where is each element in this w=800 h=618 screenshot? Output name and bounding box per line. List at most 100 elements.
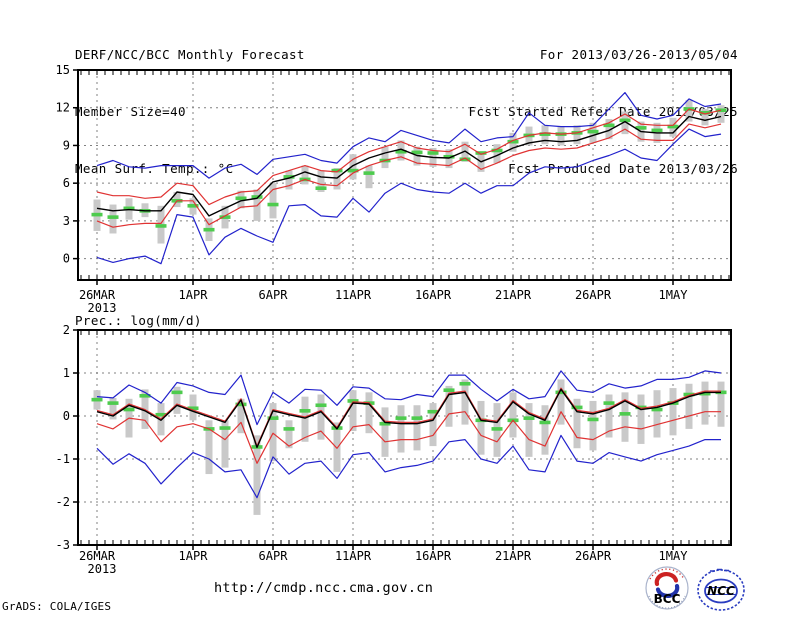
observation-dash (539, 132, 551, 136)
y-tick-label: 2 (63, 323, 70, 337)
series-ensemble-mean (96, 388, 721, 449)
observation-dash (555, 390, 567, 395)
spread-bar (253, 435, 261, 515)
website-url: http://cmdp.ncc.cma.gov.cn (214, 580, 434, 596)
spread-bar (109, 204, 117, 234)
series-ensemble-mean (96, 115, 722, 217)
ncc-logo-wreath (697, 569, 745, 611)
axis-ticks (80, 71, 730, 279)
spread-bar (301, 396, 309, 442)
y-tick-label: 6 (63, 176, 70, 190)
spread-bar (701, 381, 709, 425)
x-tick-label: 21APR (495, 549, 532, 563)
y-tick-label: -3 (56, 538, 70, 552)
observation-dash (187, 204, 199, 208)
observation-dash (91, 397, 103, 402)
series-lower-spread (96, 123, 722, 228)
plot-frame (77, 69, 732, 281)
observation-dash (235, 402, 247, 407)
observation-dash (187, 406, 199, 411)
observation-dash (379, 421, 391, 426)
observation-dash (107, 215, 119, 219)
observation-dash (651, 128, 663, 133)
spread-bar (285, 170, 293, 190)
spread-bar (173, 386, 181, 414)
spread-bar (349, 154, 357, 180)
observation-dash (667, 124, 679, 129)
observation-dash (107, 401, 119, 405)
ncc-logo-latitude-lines (706, 587, 736, 595)
observation-dash (203, 227, 215, 232)
ncc-logo: NCC (697, 568, 745, 611)
series-upper-spread (96, 108, 722, 206)
observation-dash (363, 171, 375, 175)
observation-dash (171, 390, 183, 395)
observation-dash (699, 110, 711, 115)
observation-dash (283, 427, 295, 431)
observation-dash (443, 388, 455, 392)
observation-dash (395, 416, 407, 420)
observation-dash (635, 405, 647, 410)
y-tick-label: 12 (56, 101, 70, 115)
spread-bar (397, 405, 405, 453)
observation-dash (491, 148, 503, 153)
spread-bar (477, 400, 485, 455)
spread-bar (349, 390, 357, 432)
grid (78, 70, 731, 280)
observation-dash (155, 224, 167, 228)
x-tick-label: 26APR (575, 549, 612, 563)
observation-dash (635, 126, 647, 130)
series-lower-spread (96, 411, 721, 464)
spread-bar (317, 394, 325, 440)
spread-bars (93, 379, 725, 515)
observation-dash (587, 417, 599, 422)
spread-bar (669, 388, 677, 436)
grads-credit: GrADS: COLA/IGES (2, 600, 112, 613)
observation-dash (603, 123, 615, 128)
spread-bar (269, 183, 277, 219)
observation-dash (539, 420, 551, 425)
bcc-logo-label: BCC (654, 592, 681, 606)
observation-dash (91, 212, 103, 217)
plot-frame (77, 329, 732, 546)
observation-dash (123, 407, 135, 412)
spread-bar (637, 394, 645, 444)
bcc-logo-red-swirl (654, 571, 679, 587)
x-tick-label: 6APR (259, 549, 289, 563)
x-tick-label: 16APR (415, 288, 452, 302)
observation-dash (587, 129, 599, 134)
observation-dash (347, 399, 359, 403)
spread-bar (717, 105, 725, 123)
x-tick-label: 21APR (495, 288, 532, 302)
spread-bar (269, 403, 277, 462)
series-ensemble-min (96, 434, 721, 499)
line-series (96, 91, 722, 265)
observation-dash (251, 195, 263, 199)
spread-bar (381, 146, 389, 169)
observation-dash (283, 175, 295, 179)
spread-bar (429, 403, 437, 447)
observation-dash (331, 168, 343, 173)
spread-bar (109, 397, 117, 420)
x-tick-label: 1MAY (659, 288, 689, 302)
x-tick-year-label: 2013 (88, 301, 117, 315)
x-tick-label: 26MAR (79, 288, 116, 302)
y-tick-label: -2 (56, 495, 70, 509)
spread-bar (573, 125, 581, 145)
x-tick-label: 11APR (335, 549, 372, 563)
spread-bar (381, 407, 389, 457)
observation-dash (651, 407, 663, 412)
axis-ticks (80, 331, 730, 544)
x-tick-label: 11APR (335, 288, 372, 302)
bcc-logo: BCC (645, 566, 689, 610)
bcc-logo-blue-swirl (655, 583, 680, 599)
observation-dash (427, 409, 439, 414)
spread-bar (557, 126, 565, 146)
spread-bar (525, 403, 533, 457)
spread-bar (493, 144, 501, 164)
y-tick-label: 15 (56, 63, 70, 77)
y-axis: 0 3 6 9 12 15 (56, 63, 78, 266)
